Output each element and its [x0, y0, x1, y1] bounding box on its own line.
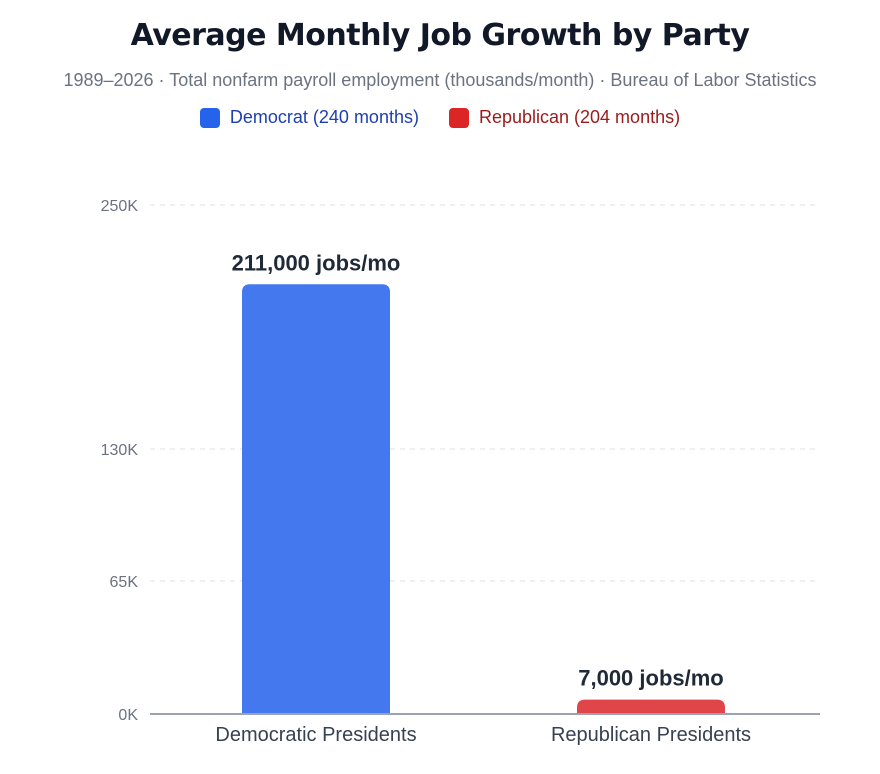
y-tick-label: 65K — [110, 574, 139, 591]
y-tick-label: 0K — [118, 707, 138, 724]
data-label: 7,000 jobs/mo — [578, 666, 724, 691]
x-tick-label: Democratic Presidents — [215, 724, 416, 746]
data-label: 211,000 jobs/mo — [232, 250, 401, 275]
legend: Democrat (240 months) Republican (204 mo… — [0, 107, 880, 128]
x-tick-label: Republican Presidents — [551, 724, 751, 746]
y-tick-label: 250K — [101, 198, 139, 215]
bar-republican — [577, 699, 725, 714]
chart-title: Average Monthly Job Growth by Party — [130, 18, 750, 53]
legend-label-republican: Republican (204 months) — [478, 107, 681, 127]
legend-swatch-democrat — [199, 107, 220, 128]
legend-item-democrat: Democrat (240 months) — [199, 107, 419, 128]
legend-swatch-republican — [448, 107, 469, 128]
legend-label-democrat: Democrat (240 months) — [229, 107, 419, 127]
y-tick-label: 130K — [101, 442, 139, 459]
chart-subtitle: 1989–2026 · Total nonfarm payroll employ… — [63, 70, 817, 90]
bar-democrat — [242, 284, 390, 714]
legend-item-republican: Republican (204 months) — [448, 107, 681, 128]
